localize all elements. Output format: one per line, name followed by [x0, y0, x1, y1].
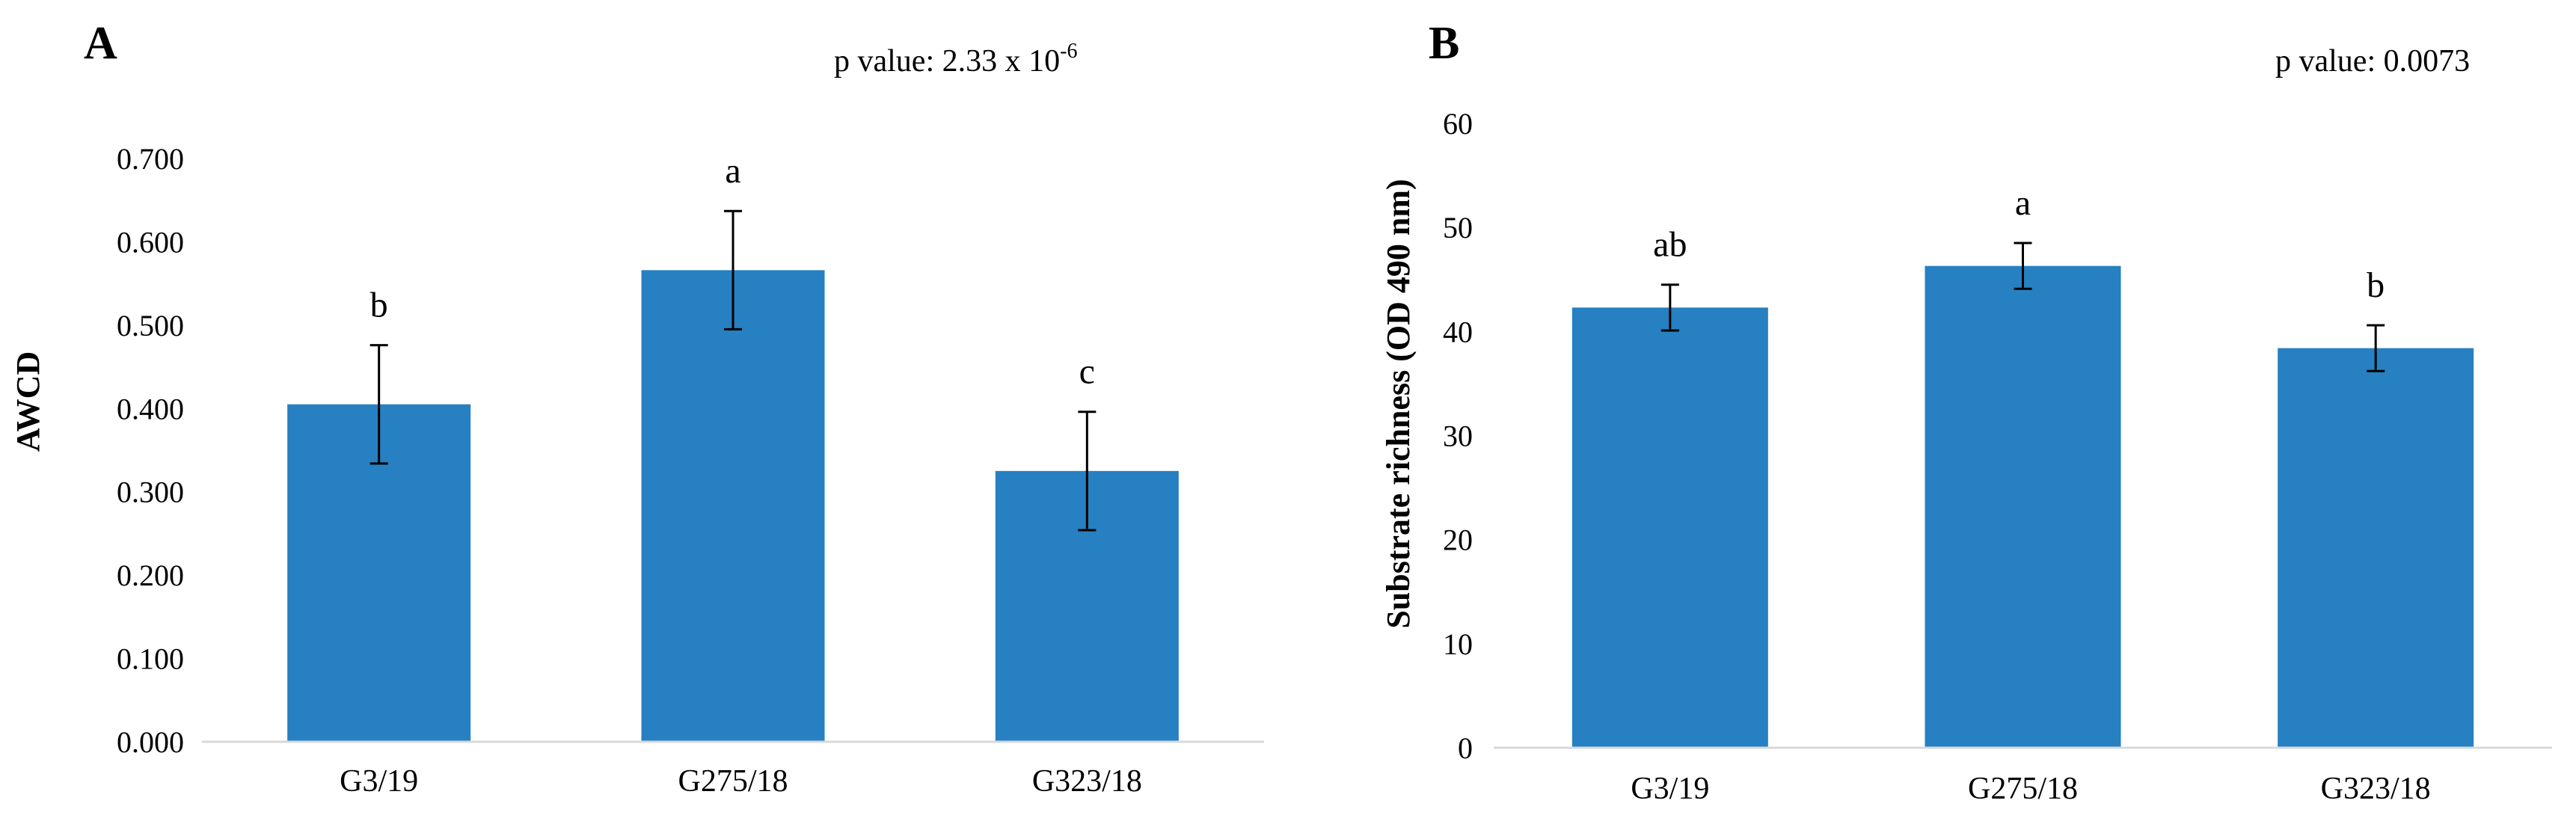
y-tick-label: 0 — [1458, 731, 1473, 765]
y-tick-label: 0.300 — [117, 476, 184, 509]
error-bar — [724, 209, 742, 331]
y-axis-label: AWCD — [10, 351, 46, 452]
y-tick-label: 40 — [1443, 315, 1473, 348]
error-bar — [1660, 283, 1679, 332]
y-tick-label: 10 — [1443, 627, 1473, 661]
category-label: G3/19 — [340, 764, 418, 799]
y-tick-label: 30 — [1443, 419, 1473, 453]
error-bars — [1660, 242, 2385, 372]
error-bar — [1078, 411, 1097, 532]
y-tick-label: 0.600 — [117, 225, 184, 259]
category-labels: G3/19 G275/18 G323/18 — [340, 764, 1142, 799]
error-bar — [2014, 242, 2032, 290]
y-tick-label: 50 — [1443, 211, 1473, 245]
chart-b-svg: B p value: 0.0073 Substrate richness (OD… — [1380, 18, 2552, 806]
panel-label: A — [84, 18, 117, 69]
p-value-label: p value: 2.33 x 10-6 — [834, 40, 1077, 79]
bar — [2278, 348, 2474, 748]
y-tick-labels: 0 10 20 30 40 50 60 — [1443, 107, 1473, 765]
y-tick-label: 0.200 — [117, 559, 184, 592]
y-axis-label: Substrate richness (OD 490 nm) — [1380, 179, 1417, 628]
significance-label: a — [2015, 183, 2031, 223]
significance-label: b — [370, 286, 388, 325]
bars — [1571, 265, 2474, 748]
category-labels: G3/19 G275/18 G323/18 — [1631, 772, 2430, 806]
category-label: G275/18 — [678, 764, 788, 799]
error-bar — [2367, 324, 2385, 372]
bar — [1925, 265, 2121, 748]
chart-a-svg: A p value: 2.33 x 10-6 AWCD 0.0000.1000.… — [10, 18, 1264, 799]
chart-panel-a: A p value: 2.33 x 10-6 AWCD 0.000 0.100 0.… — [10, 18, 1264, 799]
category-label: G323/18 — [2321, 772, 2431, 806]
chart-panel-b: B p value: 0.0073 Substrate richness (OD… — [1288, 0, 2576, 830]
y-tick-label: 0.500 — [117, 309, 184, 342]
y-tick-label: 0.000 — [117, 725, 184, 759]
y-tick-label: 0.100 — [117, 642, 184, 676]
y-tick-labels: 0.000 0.100 0.200 0.300 0.400 0.500 0.600 0.700 — [117, 142, 184, 759]
bar — [1571, 307, 1768, 748]
y-tick-label: 60 — [1443, 107, 1473, 141]
panel-label: B — [1429, 18, 1459, 69]
bars — [287, 270, 1179, 742]
y-tick-label: 20 — [1443, 523, 1473, 557]
y-tick-label: 0.700 — [117, 142, 184, 176]
error-bars — [369, 209, 1097, 532]
significance-label: ab — [1653, 225, 1687, 265]
significance-label: a — [725, 151, 740, 191]
error-bar — [369, 344, 388, 465]
significance-label: c — [1079, 352, 1095, 392]
category-label: G275/18 — [1968, 772, 2078, 806]
p-value-label: p value: 0.0073 — [2275, 44, 2470, 79]
category-label: G3/19 — [1631, 772, 1709, 806]
significance-labels: b a c — [370, 151, 1095, 392]
significance-label: b — [2367, 265, 2385, 305]
bar — [641, 270, 825, 742]
category-label: G323/18 — [1032, 764, 1142, 799]
y-tick-label: 0.400 — [117, 392, 184, 425]
